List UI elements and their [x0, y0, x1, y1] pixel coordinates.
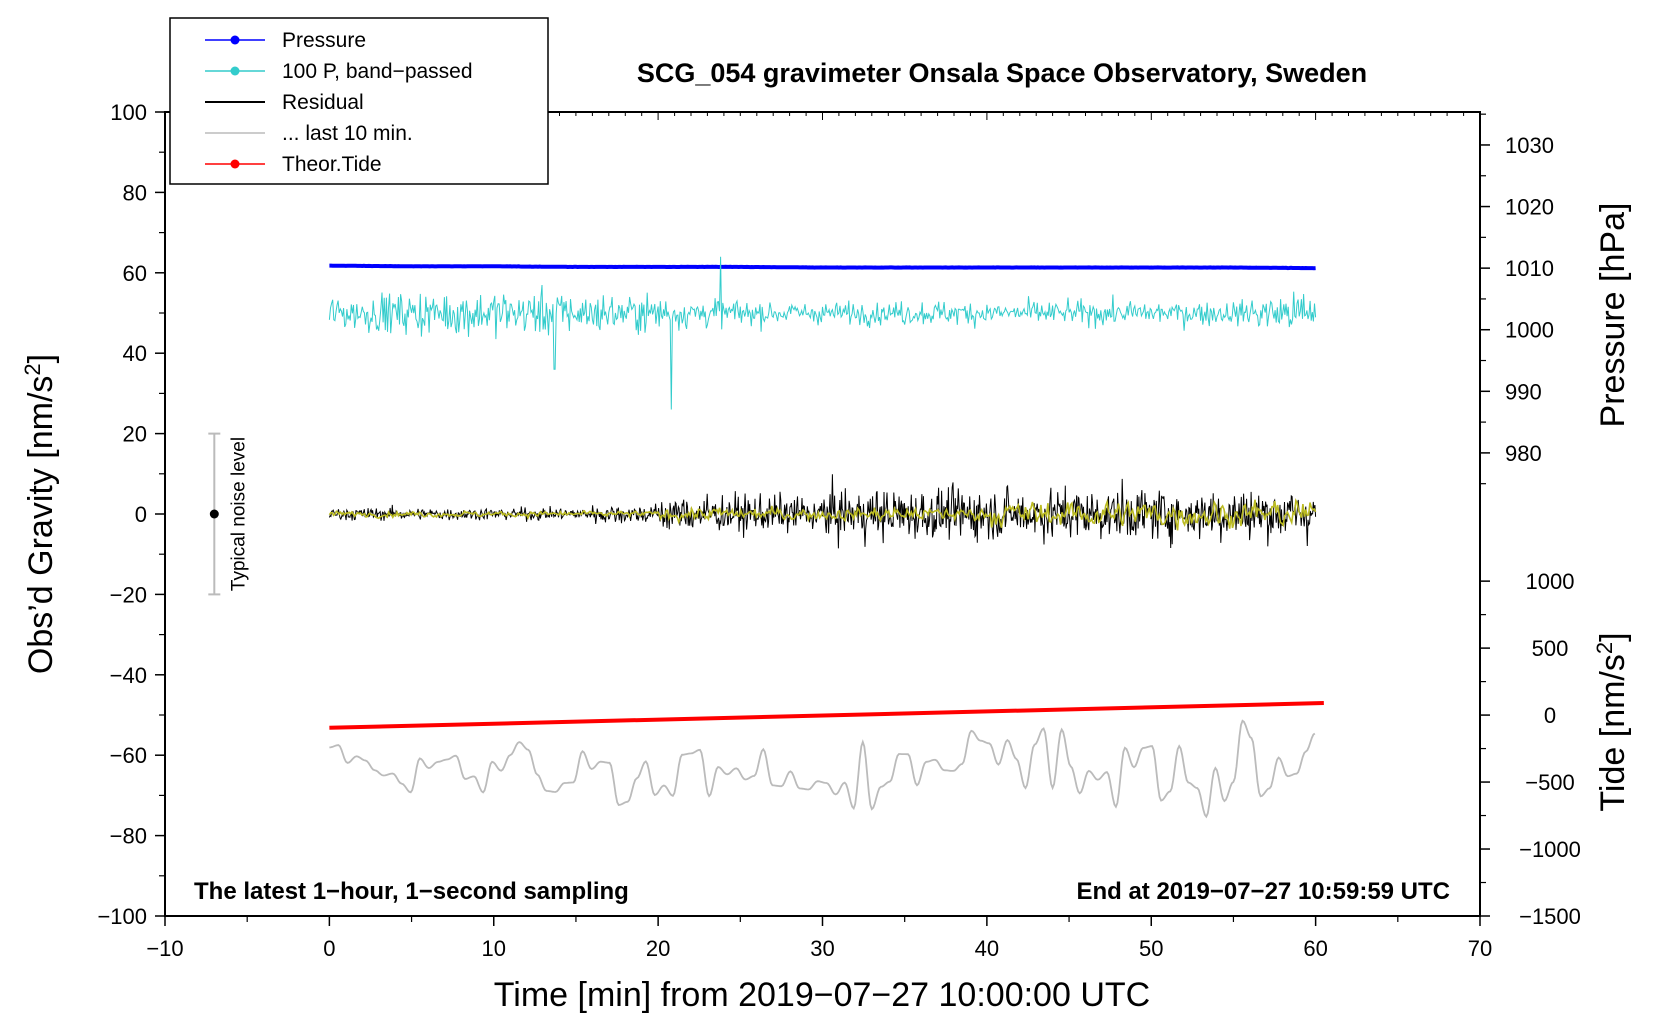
y-tick-label: −20: [110, 582, 147, 607]
y-tick-label: 80: [123, 180, 147, 205]
pressure-tick-label: 990: [1505, 379, 1542, 404]
y-axis-pressure: 980 990 1000 1010 1020 1030: [1480, 113, 1554, 485]
noise-bar-center-dot: [209, 509, 219, 519]
y-tick-label: −80: [110, 824, 147, 849]
x-tick-label: 60: [1303, 936, 1327, 961]
tide-tick-label: 1000: [1526, 569, 1575, 594]
x-axis: −10 0 10 20 30 40 50 60 70: [146, 916, 1492, 961]
y-tick-label: 20: [123, 422, 147, 447]
pressure-tick-label: 1010: [1505, 256, 1554, 281]
x-tick-label: 40: [975, 936, 999, 961]
y-tick-label: 60: [123, 261, 147, 286]
y-tick-label: −40: [110, 663, 147, 688]
legend-marker: [230, 66, 240, 76]
y-axis-tide: −1500 −1000 −500 0 500 1000: [1480, 569, 1581, 929]
annotation-end-time: End at 2019−07−27 10:59:59 UTC: [1076, 878, 1450, 905]
legend-marker: [230, 35, 240, 45]
residual-smoothed-line: [328, 498, 1317, 531]
legend-marker: [230, 159, 240, 169]
legend-label: 100 P, band−passed: [282, 60, 473, 83]
x-axis-title: Time [min] from 2019−07−27 10:00:00 UTC: [494, 976, 1150, 1014]
y-axis-title-left: Obs’d Gravity [nm/s2]: [20, 354, 61, 674]
tide-tick-label: 0: [1544, 703, 1556, 728]
y-axis-left: −100 −80 −60 −40 −20 0 20 40 60 80 100: [97, 100, 165, 929]
y-tick-label: −100: [97, 904, 147, 929]
legend: Pressure 100 P, band−passed Residual ... la…: [169, 17, 549, 185]
y-tick-label: −60: [110, 743, 147, 768]
series-layer: [328, 256, 1324, 819]
y-tick-label: 0: [135, 502, 147, 527]
x-tick-label: 10: [482, 936, 506, 961]
pressure-line: [329, 263, 1316, 271]
pressure-tick-label: 980: [1505, 441, 1542, 466]
y-axis-title-pressure: Pressure [hPa]: [1594, 203, 1632, 428]
x-tick-label: 70: [1468, 936, 1492, 961]
x-tick-label: −10: [146, 936, 183, 961]
band-passed-pressure-line: [328, 256, 1317, 410]
tide-tick-label: −1000: [1519, 837, 1581, 862]
x-tick-label: 50: [1139, 936, 1163, 961]
noise-bar-label: Typical noise level: [228, 437, 249, 591]
y-tick-label: 100: [110, 100, 147, 125]
tide-tick-label: 500: [1532, 636, 1569, 661]
legend-label: Theor.Tide: [282, 153, 382, 176]
chart-title: SCG_054 gravimeter Onsala Space Observat…: [637, 58, 1367, 88]
legend-label: Residual: [282, 91, 364, 114]
theoretical-tide-line: [329, 701, 1324, 730]
last-10-min-line: [329, 719, 1316, 819]
noise-bar: [208, 432, 221, 596]
legend-label: Pressure: [282, 29, 366, 52]
pressure-tick-label: 1000: [1505, 318, 1554, 343]
annotation-sampling: The latest 1−hour, 1−second sampling: [194, 878, 629, 905]
tide-tick-label: −1500: [1519, 904, 1581, 929]
pressure-tick-label: 1030: [1505, 133, 1554, 158]
x-tick-label: 0: [323, 936, 335, 961]
tide-tick-label: −500: [1525, 770, 1575, 795]
legend-label: ... last 10 min.: [282, 122, 413, 145]
x-tick-label: 20: [646, 936, 670, 961]
y-axis-title-tide: Tide [nm/s2]: [1592, 632, 1633, 811]
y-tick-label: 40: [123, 341, 147, 366]
pressure-tick-label: 1020: [1505, 195, 1554, 220]
x-tick-label: 30: [810, 936, 834, 961]
